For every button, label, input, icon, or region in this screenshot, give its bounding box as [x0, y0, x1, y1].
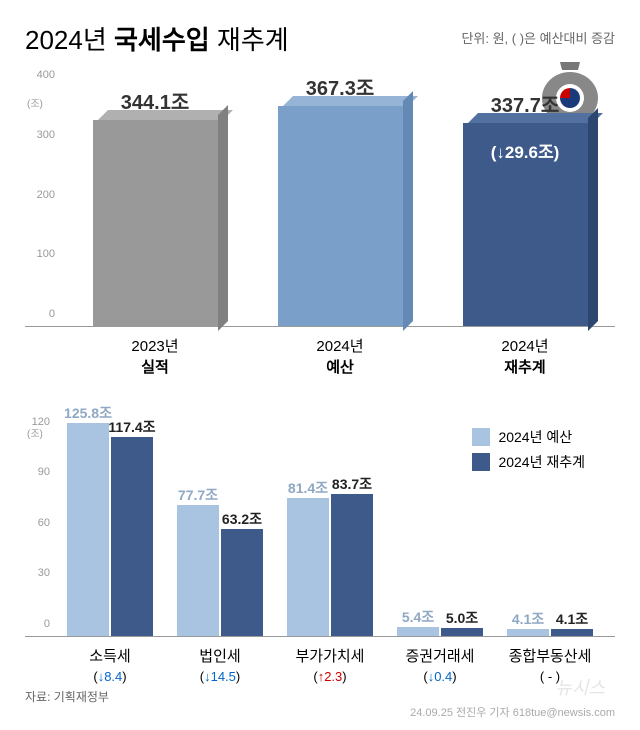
chart2-bar-label: 4.1조 — [556, 609, 588, 629]
chart2-bar-label: 81.4조 — [288, 478, 328, 498]
chart1-xlabel: 2023년실적 — [85, 335, 225, 377]
chart2-xlabels: 소득세(↓8.4) 법인세(↓14.5) 부가가치세(↑2.3) 증권거래세(↓0.4… — [25, 637, 615, 684]
unit-text: 단위: 원, ( )은 예산대비 증감 — [461, 28, 615, 47]
chart2-barpair: 81.4조83.7조 — [280, 494, 380, 636]
chart2-ytick: 0 — [44, 618, 50, 630]
chart1-ytick: 0 — [49, 308, 55, 320]
chart2-bar-reest: 117.4조 — [111, 437, 153, 636]
chart2-bar-label: 63.2조 — [222, 509, 262, 529]
chart2-bar-budget: 77.7조 — [177, 505, 219, 636]
chart2-bar-label: 117.4조 — [108, 417, 155, 437]
chart2-bar-budget: 5.4조 — [397, 627, 439, 636]
chart2-bar-label: 77.7조 — [178, 485, 218, 505]
title-prefix: 2024년 — [25, 25, 114, 55]
chart1-bar-group: 367.3조 — [270, 72, 410, 326]
chart2-barpair: 77.7조63.2조 — [170, 505, 270, 636]
chart2-bar-reest: 5.0조 — [441, 628, 483, 636]
chart2-barpair: 5.4조5.0조 — [390, 627, 490, 636]
chart1-ytick: 400 — [37, 69, 55, 81]
chart1-bar-group: 344.1조 — [85, 86, 225, 326]
title-suffix: 재추계 — [210, 25, 289, 55]
chart1-bar-group: 337.7조(↓29.6조) — [455, 89, 595, 326]
chart2-bar-label: 5.0조 — [446, 608, 478, 628]
chart1-xlabel: 2024년예산 — [270, 335, 410, 377]
chart1-ytick: 300 — [37, 129, 55, 141]
chart1-yaxis: (조) 0100200300400 — [25, 87, 60, 326]
chart2-bar-label: 5.4조 — [402, 607, 434, 627]
chart2-xlabel: 소득세(↓8.4) — [60, 645, 160, 684]
chart2-xlabel: 증권거래세(↓0.4) — [390, 645, 490, 684]
chart2-bar-label: 4.1조 — [512, 609, 544, 629]
change-badge: (↓29.6조) — [491, 138, 560, 163]
credit-text: 24.09.25 전진우 기자 618tue@newsis.com — [410, 704, 615, 720]
watermark: 뉴시스 — [555, 674, 605, 700]
chart2-bar-label: 83.7조 — [332, 474, 372, 494]
detail-bar-chart: (조) 0306090120 2024년 예산2024년 재추계 125.8조1… — [25, 417, 615, 637]
chart2-barpair: 4.1조4.1조 — [500, 629, 600, 636]
chart2-bar-budget: 125.8조 — [67, 423, 109, 636]
title-bold: 국세수입 — [114, 25, 210, 55]
chart2-bar-budget: 81.4조 — [287, 498, 329, 636]
chart2-barpair: 125.8조117.4조 — [60, 423, 160, 636]
chart1-bar — [278, 106, 403, 326]
chart2-bar-reest: 4.1조 — [551, 629, 593, 636]
chart1-bars-area: 344.1조367.3조337.7조(↓29.6조) — [65, 87, 615, 326]
chart2-yaxis: (조) 0306090120 — [25, 417, 55, 636]
main-bar-chart: (조) 0100200300400 344.1조367.3조337.7조(↓29… — [25, 87, 615, 327]
chart2-bar-reest: 83.7조 — [331, 494, 373, 636]
chart1-yunit: (조) — [27, 95, 43, 110]
chart2-bar-label: 125.8조 — [64, 403, 112, 423]
chart1-ytick: 200 — [37, 189, 55, 201]
chart2-bar-budget: 4.1조 — [507, 629, 549, 636]
chart1-ytick: 100 — [37, 248, 55, 260]
chart1-xlabels: 2023년실적 2024년예산 2024년재추계 — [25, 327, 615, 377]
chart2-ytick: 120 — [32, 416, 50, 428]
chart2-ytick: 60 — [38, 517, 50, 529]
chart2-xlabel: 부가가치세(↑2.3) — [280, 645, 380, 684]
chart1-bar — [93, 120, 218, 326]
chart2-ytick: 30 — [38, 567, 50, 579]
chart2-ytick: 90 — [38, 466, 50, 478]
chart2-bars-area: 125.8조117.4조77.7조63.2조81.4조83.7조5.4조5.0조… — [60, 417, 615, 636]
chart2-bar-reest: 63.2조 — [221, 529, 263, 636]
source-text: 자료: 기획재정부 — [25, 688, 109, 705]
chart1-bar: (↓29.6조) — [463, 123, 588, 326]
chart1-xlabel: 2024년재추계 — [455, 335, 595, 377]
chart2-xlabel: 법인세(↓14.5) — [170, 645, 270, 684]
